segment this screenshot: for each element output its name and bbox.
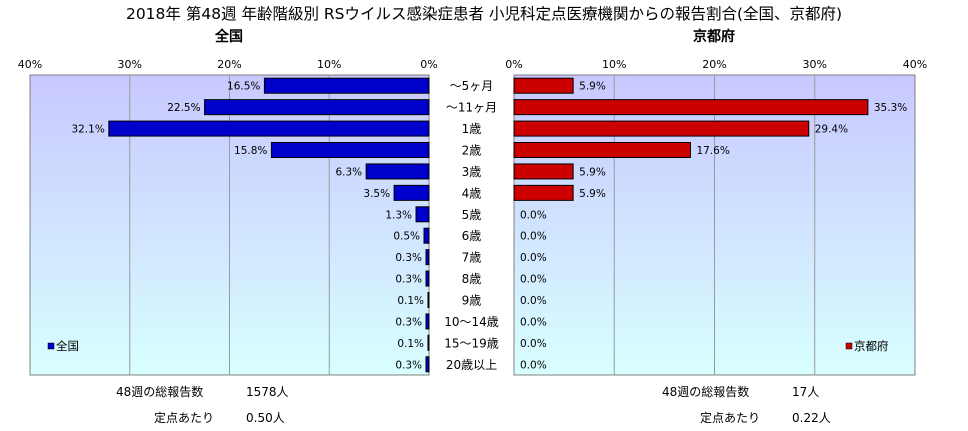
right-value-label: 0.0% xyxy=(520,274,547,286)
left-value-label: 0.3% xyxy=(395,252,422,264)
left-bar xyxy=(425,270,430,287)
category-label: 2歳 xyxy=(462,144,482,158)
category-label: 7歳 xyxy=(462,251,482,265)
left-value-label: 0.1% xyxy=(397,295,424,307)
right-legend: 京都府 xyxy=(845,339,889,353)
left-bar xyxy=(425,249,430,266)
left-x-tick-label: 10% xyxy=(317,58,341,71)
right-value-label: 5.9% xyxy=(579,166,606,178)
left-per-point-label: 定点あたり xyxy=(154,411,215,425)
left-value-label: 6.3% xyxy=(335,166,362,178)
left-bar xyxy=(427,334,430,351)
category-label: 1歳 xyxy=(462,122,482,136)
right-value-label: 35.3% xyxy=(874,102,907,114)
left-x-tick-label: 20% xyxy=(217,58,241,71)
left-value-label: 0.1% xyxy=(397,338,424,350)
right-value-label: 0.0% xyxy=(520,252,547,264)
left-value-label: 0.3% xyxy=(395,274,422,286)
right-value-label: 29.4% xyxy=(815,124,848,136)
left-bar xyxy=(108,120,430,137)
right-panel-title: 京都府 xyxy=(693,28,735,45)
right-value-label: 5.9% xyxy=(579,81,606,93)
left-bar xyxy=(415,206,430,223)
category-label: 9歳 xyxy=(462,294,482,308)
right-value-label: 5.9% xyxy=(579,188,606,200)
right-x-tick-label: 40% xyxy=(903,58,927,71)
right-total-label: 48週の総報告数 xyxy=(662,385,750,399)
right-legend-label: 京都府 xyxy=(854,339,889,353)
left-bar xyxy=(263,77,430,94)
right-x-tick-label: 0% xyxy=(505,58,522,71)
left-value-label: 0.5% xyxy=(393,231,420,243)
category-label: 8歳 xyxy=(462,272,482,286)
left-legend-swatch xyxy=(47,342,55,350)
right-per-point-label: 定点あたり xyxy=(700,411,761,425)
left-x-tick-label: 40% xyxy=(18,58,42,71)
right-value-label: 0.0% xyxy=(520,338,547,350)
left-value-label: 32.1% xyxy=(71,124,104,136)
right-value-label: 0.0% xyxy=(520,359,547,371)
right-bar xyxy=(513,163,574,180)
right-x-tick-label: 10% xyxy=(602,58,626,71)
left-bar xyxy=(270,142,430,158)
category-label: ～5ヶ月 xyxy=(450,79,494,93)
right-bar xyxy=(513,184,574,201)
right-bar xyxy=(513,77,574,94)
right-bar xyxy=(513,120,810,137)
right-legend-swatch xyxy=(845,342,853,350)
right-value-label: 0.0% xyxy=(520,231,547,243)
left-value-label: 16.5% xyxy=(227,81,260,93)
category-label: ～11ヶ月 xyxy=(446,101,497,115)
left-total-label: 48週の総報告数 xyxy=(116,385,204,399)
category-label: 4歳 xyxy=(462,186,482,200)
right-x-tick-label: 30% xyxy=(803,58,827,71)
category-label: 6歳 xyxy=(462,229,482,243)
left-bar xyxy=(365,163,430,180)
left-value-label: 15.8% xyxy=(234,145,267,157)
right-per-point-value: 0.22人 xyxy=(792,411,831,425)
left-value-label: 1.3% xyxy=(385,209,412,221)
left-bar xyxy=(393,184,430,201)
right-bar xyxy=(513,142,691,158)
right-value-label: 17.6% xyxy=(696,145,729,157)
right-total-value: 17人 xyxy=(792,385,820,399)
right-value-label: 0.0% xyxy=(520,209,547,221)
left-bar xyxy=(204,99,430,116)
left-legend: 全国 xyxy=(47,339,79,353)
left-per-point-value: 0.50人 xyxy=(246,411,285,425)
left-total-value: 1578人 xyxy=(246,385,289,399)
left-value-label: 22.5% xyxy=(167,102,200,114)
chart-title: 2018年 第48週 年齢階級別 RSウイルス感染症患者 小児科定点医療機関から… xyxy=(126,5,842,23)
left-legend-label: 全国 xyxy=(56,339,79,353)
category-label: 3歳 xyxy=(462,165,482,179)
right-bar xyxy=(513,99,869,116)
left-value-label: 3.5% xyxy=(363,188,390,200)
category-label: 5歳 xyxy=(462,208,482,222)
left-bar xyxy=(425,356,430,373)
category-label: 10～14歳 xyxy=(444,315,499,329)
right-x-tick-label: 20% xyxy=(702,58,726,71)
left-x-tick-label: 30% xyxy=(118,58,142,71)
left-bar xyxy=(423,227,430,244)
category-label: 20歳以上 xyxy=(446,358,497,372)
category-label: 15～19歳 xyxy=(444,336,499,350)
left-x-tick-label: 0% xyxy=(420,58,437,71)
right-value-label: 0.0% xyxy=(520,316,547,328)
left-value-label: 0.3% xyxy=(395,359,422,371)
left-panel-title: 全国 xyxy=(214,28,243,45)
left-bar xyxy=(425,313,430,330)
left-bar xyxy=(427,292,430,308)
right-value-label: 0.0% xyxy=(520,295,547,307)
left-value-label: 0.3% xyxy=(395,316,422,328)
